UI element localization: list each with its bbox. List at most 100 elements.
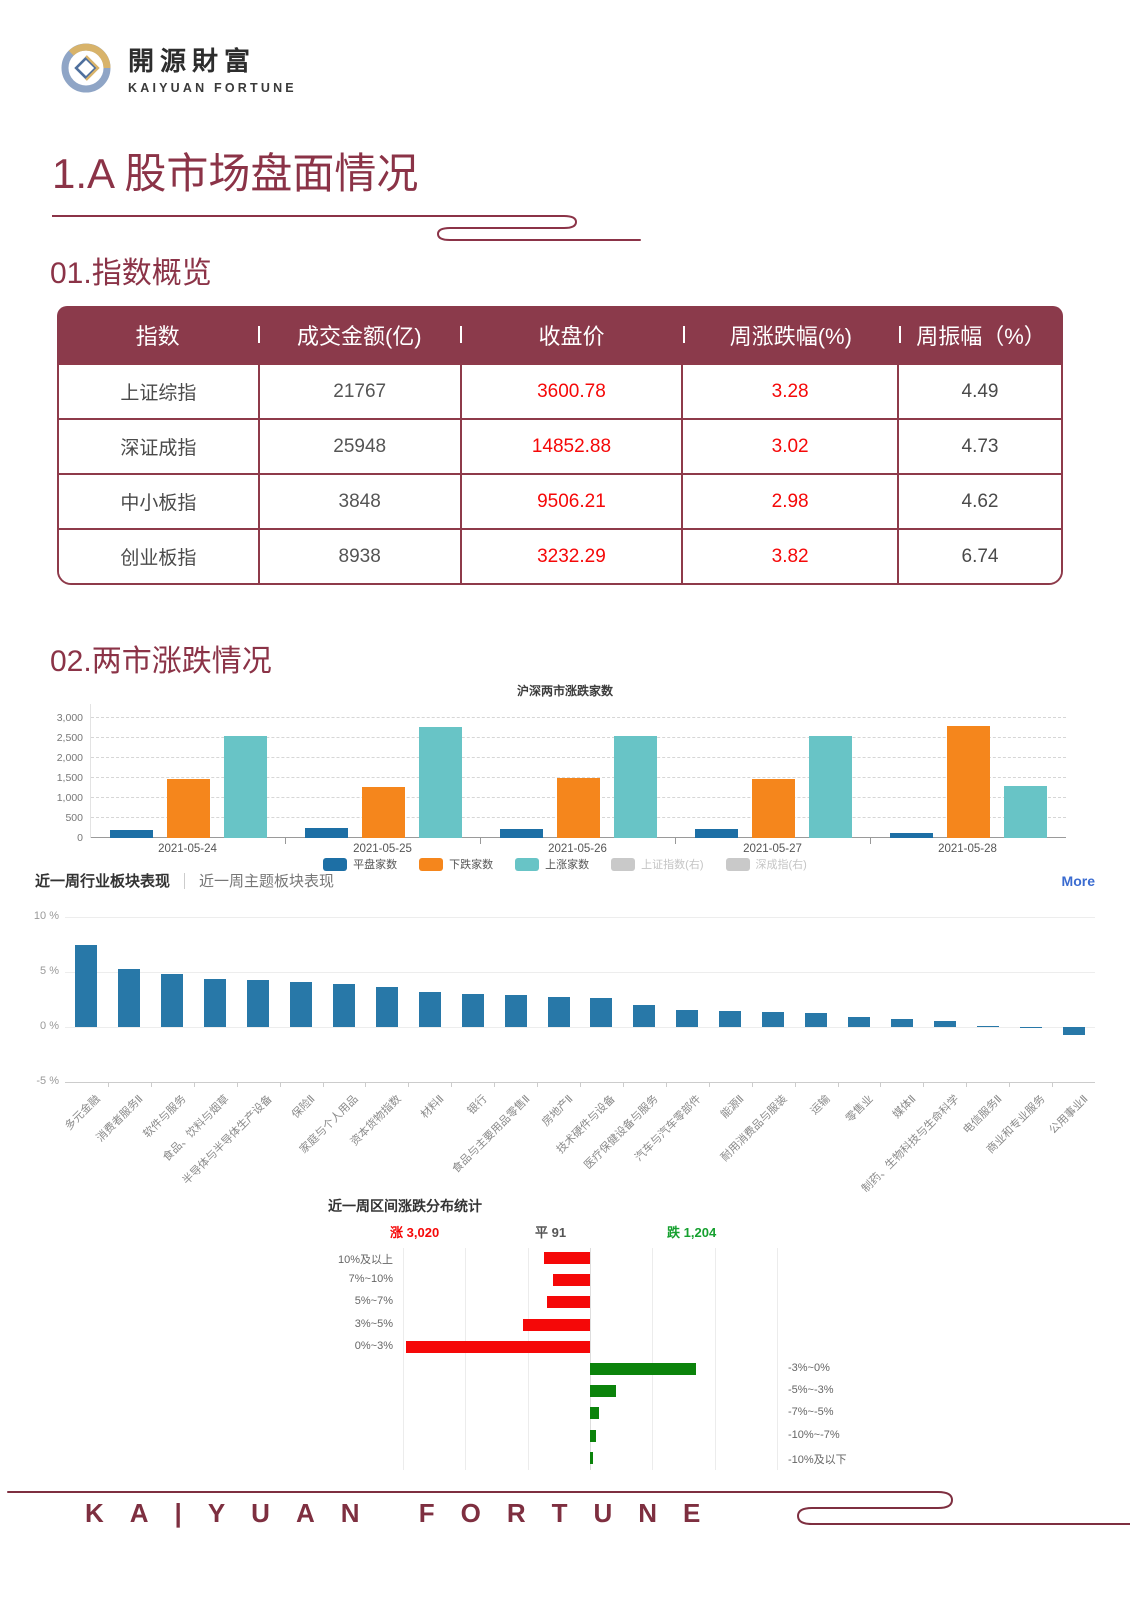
legend-label: 深成指(右) [755,859,807,871]
legend-item[interactable]: 平盘家数 [323,856,397,872]
grid-line [465,1248,467,1470]
stat-up-count: 涨 3,020 [390,1222,439,1241]
page-title: 1.A 股市场盘面情况 [52,150,419,197]
chart-bar [224,736,267,838]
chart-bar [500,829,543,838]
y-axis-label: 1,000 [56,792,83,804]
section-title-updown: 02.两市涨跌情况 [50,645,272,678]
chart-bar [557,778,600,838]
chart-bar [362,787,405,838]
brand-name-cn: 開源財富 [128,47,257,77]
grid-line [590,1248,591,1470]
grid-line [403,1248,405,1470]
footer-brand-text: KA|YUAN FORTUNE [85,1498,727,1528]
table-cell: 3.28 [681,365,897,418]
index-table-header: 指数 成交金额(亿) 收盘价 周涨跌幅(%) 周振幅（%） [57,306,1063,363]
axis-tick [880,1082,882,1087]
table-cell: 4.73 [897,420,1061,473]
grid-line [91,757,1066,758]
chart-bar [544,1252,590,1264]
chart-bar [375,987,398,1027]
stat-up-label: 涨 [390,1225,404,1240]
legend-item-disabled[interactable]: 深成指(右) [725,856,807,872]
axis-tick [193,1082,195,1087]
header-cell: 指数 [135,323,180,349]
chart-bar [523,1318,590,1331]
legend-swatch [515,857,540,871]
chart-bar [933,1020,956,1027]
table-row: 创业板指 8938 3232.29 3.82 6.74 [59,528,1061,583]
section-title-index-overview: 01.指数概览 [50,257,212,290]
chart-bar [461,994,484,1027]
tab-theme-sector[interactable]: 近一周主题板块表现 [199,873,335,890]
bar-group [676,718,871,844]
header-cell: 周涨跌幅(%) [682,319,899,351]
chart-bar [161,974,184,1027]
legend-item[interactable]: 下跌家数 [419,856,493,872]
x-axis-label: 2021-05-27 [743,843,802,855]
table-cell: 2.98 [681,475,897,528]
chart-bar [247,979,270,1027]
bar-groups [91,718,1066,844]
table-cell: 9506.21 [459,475,682,528]
chart-bar [614,735,657,838]
y-axis-label: 2,000 [56,752,83,764]
bar-group [481,718,676,844]
header-cell: 成交金额(亿) [258,319,460,351]
y-axis-label: 0 % [40,1020,59,1032]
more-link[interactable]: More [1061,872,1095,889]
y-axis-label: 1,500 [56,772,83,784]
table-cell: 3.02 [681,420,897,473]
chart-bar [504,995,527,1027]
industry-chart-plot: 10 % 5 % 0 % -5 % 多元金融 消费者服务Ⅱ 软件与服务 食品、饮料与烟草 半导体… [34,910,1095,1227]
y-axis-label: 2,500 [56,732,83,744]
stat-flat-count: 平 91 [535,1222,566,1241]
table-cell: 4.49 [897,365,1061,418]
chart-bar [167,778,210,838]
brand-text: 開源財富 KAIYUAN FORTUNE [128,41,297,95]
y-axis-label: 3,000 [56,712,83,724]
chart-bar [305,828,348,838]
tab-industry-sector[interactable]: 近一周行业板块表现 [35,873,171,890]
chart-bar [695,828,738,838]
legend-item[interactable]: 上涨家数 [515,856,589,872]
table-cell: 3232.29 [459,530,682,583]
axis-tick [580,1082,581,1087]
chart-bar [590,998,613,1027]
table-cell: 4.62 [897,475,1061,528]
legend-swatch [611,857,636,871]
chart-bar [1062,1027,1085,1035]
y-axis-label: 10 % [33,910,59,922]
x-axis-label: 2021-05-28 [938,843,997,855]
legend-swatch [323,857,348,871]
table-row: 深证成指 25948 14852.88 3.02 4.73 [59,418,1061,473]
chart-bar [890,1018,913,1027]
legend-swatch [725,857,750,871]
chart-bar [719,1011,742,1027]
axis-tick [622,1082,624,1087]
chart-bar [890,832,933,838]
chart-bar [419,726,462,838]
stat-down-label: 跌 [667,1225,681,1240]
index-table: 指数 成交金额(亿) 收盘价 周涨跌幅(%) 周振幅（%） 上证综指 21767 3600.7… [57,306,1063,585]
distribution-chart: 近一周区间涨跌分布统计 涨 3,020 平 91 跌 1,204 10%及以上 7… [60,1196,1070,1486]
legend-item-disabled[interactable]: 上证指数(右) [611,856,704,872]
chart-bar [676,1009,699,1027]
axis-tick [1009,1082,1011,1087]
chart-bar [805,1013,828,1027]
chart-bar [847,1016,870,1027]
stat-down-count: 跌 1,204 [667,1222,716,1241]
axis-tick [365,1082,367,1087]
chart-bar [809,736,852,838]
bin-label: 10%及以上 [337,1254,393,1266]
chart-bar [947,726,990,838]
axis-tick [451,1082,453,1087]
bin-label: 7%~10% [348,1273,393,1286]
bar-group [871,718,1066,838]
axis-tick [279,1082,281,1087]
axis-tick [923,1082,925,1087]
table-cell: 创业板指 [120,548,197,569]
chart-bar [110,830,153,838]
table-cell: 8938 [257,530,460,583]
